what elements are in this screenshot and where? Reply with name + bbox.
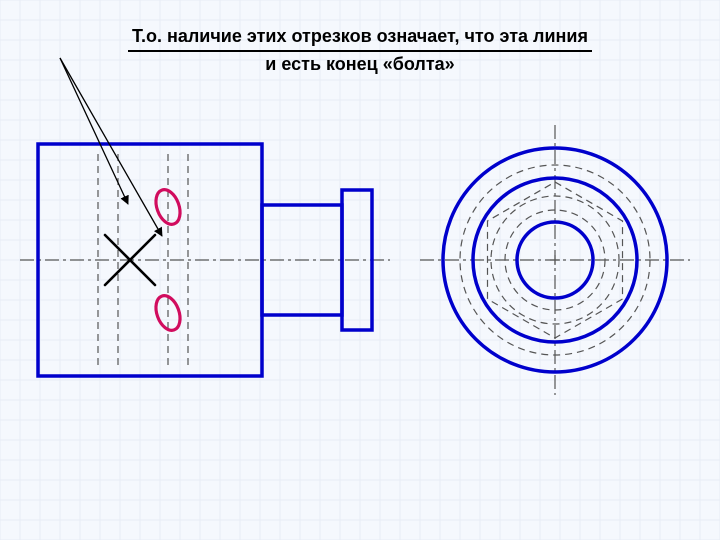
front-view <box>420 125 690 395</box>
caption: Т.о. наличие этих отрезков означает, что… <box>0 24 720 77</box>
technical-drawing <box>0 0 720 540</box>
callout-arrows <box>60 58 162 236</box>
side-view <box>20 144 390 376</box>
caption-line1: Т.о. наличие этих отрезков означает, что… <box>128 24 592 52</box>
caption-line2: и есть конец «болта» <box>265 54 454 74</box>
